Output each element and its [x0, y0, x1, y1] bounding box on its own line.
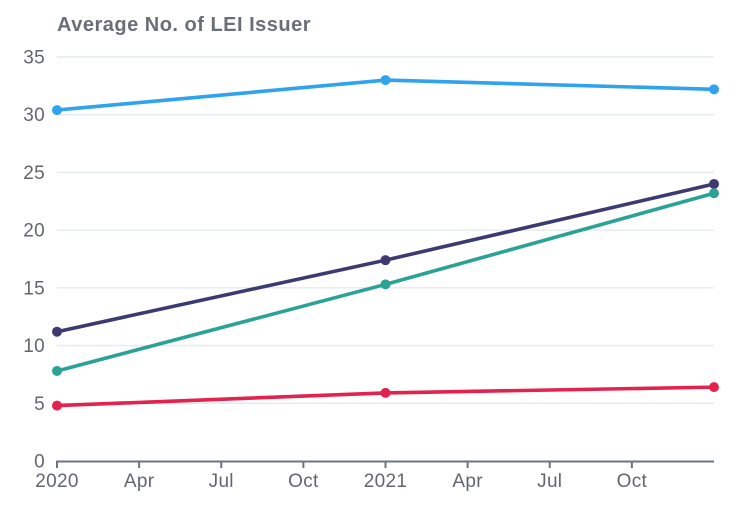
data-point-dark-purple-series: [380, 255, 391, 266]
y-axis-label: 10: [23, 336, 45, 357]
data-point-dark-purple-series: [709, 178, 719, 189]
data-point-teal-series: [709, 188, 719, 199]
x-axis-label: Jul: [537, 471, 562, 492]
data-point-sky-blue-series: [380, 75, 391, 86]
data-point-crimson-series: [709, 382, 719, 393]
data-point-teal-series: [380, 279, 391, 290]
data-point-sky-blue-series: [52, 105, 62, 116]
data-point-dark-purple-series: [52, 326, 62, 337]
x-axis-label: Jul: [209, 471, 234, 492]
y-axis-label: 15: [23, 278, 45, 299]
x-axis-label: Oct: [617, 471, 648, 492]
data-point-crimson-series: [380, 387, 391, 398]
data-point-crimson-series: [52, 400, 62, 411]
y-axis-label: 0: [34, 452, 45, 473]
y-axis-label: 25: [23, 163, 45, 184]
y-axis-label: 20: [23, 221, 45, 242]
data-point-teal-series: [52, 365, 62, 376]
y-axis-label: 30: [23, 105, 45, 126]
x-axis-label: 2020: [35, 471, 78, 492]
y-axis-label: 5: [34, 394, 45, 415]
data-point-sky-blue-series: [709, 84, 719, 95]
x-axis-label: Apr: [452, 471, 483, 492]
x-axis-label: Apr: [124, 471, 155, 492]
chart-title: Average No. of LEI Issuer: [57, 14, 312, 36]
y-axis-label: 35: [23, 48, 45, 69]
x-axis-label: 2021: [364, 471, 407, 492]
x-axis-label: Oct: [288, 471, 319, 492]
